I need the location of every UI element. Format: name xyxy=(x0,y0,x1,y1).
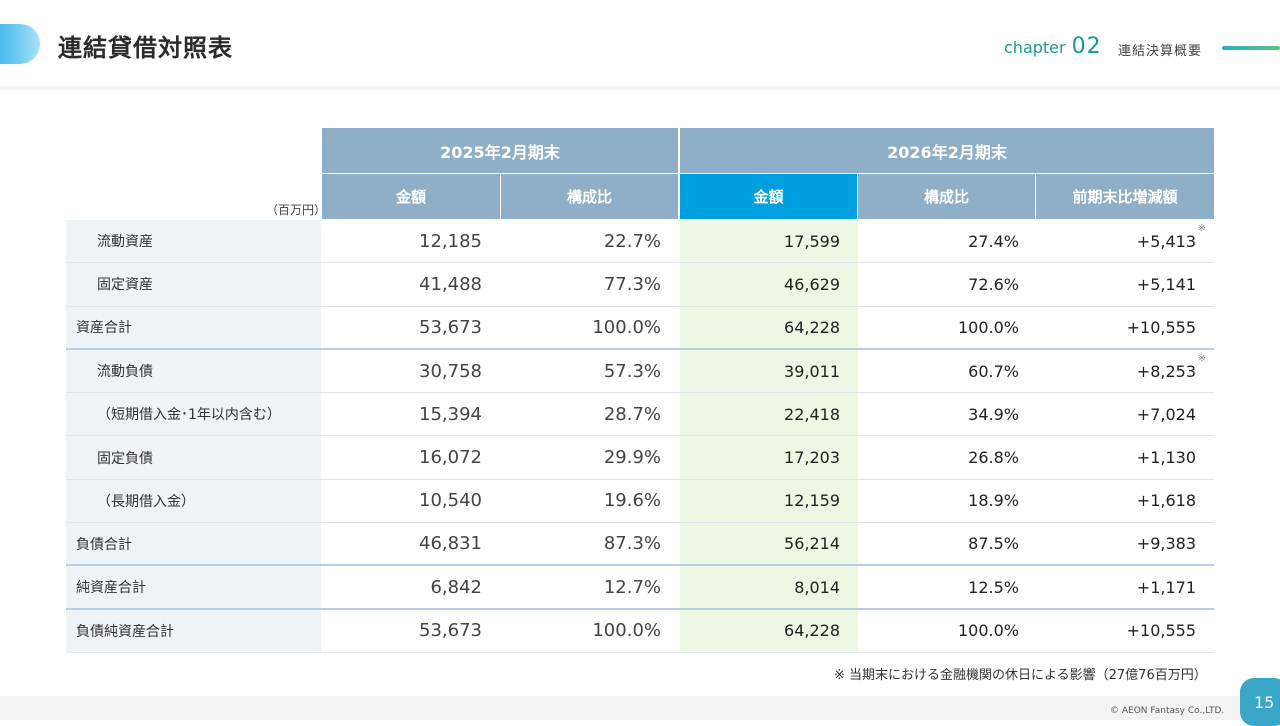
change-amount: +10,555 xyxy=(1126,317,1196,337)
table-row: （長期借入金） 10,540 19.6% 12,159 18.9% +1,618 xyxy=(66,479,1214,524)
prev-ratio: 87.3% xyxy=(603,533,661,555)
chapter-label: chapter xyxy=(1004,38,1066,57)
header-divider xyxy=(0,86,1280,90)
row-label: 流動負債 xyxy=(66,349,321,393)
prev-amount: 53,673 xyxy=(419,620,482,642)
prev-amount: 6,842 xyxy=(430,576,482,598)
page-title: 連結貸借対照表 xyxy=(58,34,233,62)
row-label: 流動資産 xyxy=(66,220,321,263)
note-mark: ※ xyxy=(1197,352,1206,364)
prev-amount: 15,394 xyxy=(419,403,482,425)
prev-ratio: 29.9% xyxy=(603,447,661,469)
prev-ratio: 19.6% xyxy=(603,490,661,512)
row-label: 資産合計 xyxy=(66,306,321,348)
copyright: © AEON Fantasy Co.,LTD. xyxy=(1110,706,1225,716)
prev-ratio: 57.3% xyxy=(603,360,661,382)
prev-amount-header: 金額 xyxy=(322,174,500,219)
curr-amount: 46,629 xyxy=(680,263,858,306)
change-amount: +5,413 ※ xyxy=(1038,220,1214,262)
curr-amount: 64,228 xyxy=(680,306,858,348)
footnote: ※ 当期末における金融機関の休日による影響（27億76百万円） xyxy=(834,668,1207,683)
change-value: +8,253 xyxy=(1136,361,1196,381)
chapter-number: 02 xyxy=(1071,34,1102,59)
section-name: 連結決算概要 xyxy=(1118,44,1203,59)
footer-band xyxy=(0,696,1280,720)
table-row: 負債合計 46,831 87.3% 56,214 87.5% +9,383 xyxy=(66,523,1214,567)
period-curr-header: 2026年2月期末 xyxy=(680,128,1214,173)
period-prev-header: 2025年2月期末 xyxy=(322,128,678,173)
curr-amount: 17,203 xyxy=(680,436,858,479)
curr-ratio: 12.5% xyxy=(968,577,1019,597)
prev-ratio: 100.0% xyxy=(592,316,661,338)
table-row: 固定資産 41,488 77.3% 46,629 72.6% +5,141 xyxy=(66,263,1214,307)
curr-ratio: 34.9% xyxy=(968,404,1019,424)
prev-ratio-header: 構成比 xyxy=(501,174,678,219)
curr-ratio: 27.4% xyxy=(968,231,1019,251)
change-value: +5,413 xyxy=(1136,231,1196,251)
page-header: 連結貸借対照表 chapter 02 連結決算概要 xyxy=(0,0,1280,88)
curr-amount: 22,418 xyxy=(680,393,858,436)
curr-ratio: 100.0% xyxy=(957,621,1019,641)
table-row: 流動資産 12,185 22.7% 17,599 27.4% +5,413 ※ xyxy=(66,220,1214,264)
curr-amount: 64,228 xyxy=(680,609,858,652)
change-amount: +8,253 ※ xyxy=(1038,350,1214,392)
change-header: 前期末比増減額 xyxy=(1036,174,1214,219)
change-amount: +1,130 xyxy=(1136,448,1196,468)
curr-ratio: 100.0% xyxy=(957,317,1019,337)
table-row: 流動負債 30,758 57.3% 39,011 60.7% +8,253 ※ xyxy=(66,349,1214,394)
row-label: 固定資産 xyxy=(66,263,321,306)
curr-amount: 12,159 xyxy=(680,479,858,523)
curr-ratio: 72.6% xyxy=(968,274,1019,294)
unit-label: （百万円） xyxy=(266,203,327,217)
curr-amount: 56,214 xyxy=(680,523,858,565)
header-accent-line xyxy=(1222,46,1280,50)
prev-ratio: 77.3% xyxy=(603,273,661,295)
prev-amount: 12,185 xyxy=(419,230,482,252)
prev-amount: 41,488 xyxy=(419,273,482,295)
page-number: 15 xyxy=(1240,678,1280,726)
prev-amount: 46,831 xyxy=(419,533,482,555)
curr-amount: 17,599 xyxy=(680,220,858,263)
row-label: 負債合計 xyxy=(66,523,321,565)
table-row: （短期借入金･1年以内含む） 15,394 28.7% 22,418 34.9%… xyxy=(66,393,1214,437)
title-accent-pill xyxy=(0,24,40,64)
balance-sheet-table: 流動資産 12,185 22.7% 17,599 27.4% +5,413 ※ 固… xyxy=(66,220,1214,653)
prev-amount: 10,540 xyxy=(419,490,482,512)
prev-amount: 30,758 xyxy=(419,360,482,382)
curr-amount: 8,014 xyxy=(680,566,858,608)
row-label: 負債純資産合計 xyxy=(66,609,321,652)
prev-amount: 53,673 xyxy=(419,316,482,338)
table-row: 負債純資産合計 53,673 100.0% 64,228 100.0% +10,… xyxy=(66,609,1214,653)
curr-ratio: 26.8% xyxy=(968,448,1019,468)
row-label: （長期借入金） xyxy=(66,479,321,523)
table-row: 資産合計 53,673 100.0% 64,228 100.0% +10,555 xyxy=(66,306,1214,350)
prev-ratio: 100.0% xyxy=(592,620,661,642)
change-amount: +9,383 xyxy=(1136,534,1196,554)
prev-amount: 16,072 xyxy=(419,447,482,469)
curr-ratio: 60.7% xyxy=(968,361,1019,381)
note-mark: ※ xyxy=(1197,223,1206,234)
curr-ratio: 87.5% xyxy=(968,534,1019,554)
table-row: 純資産合計 6,842 12.7% 8,014 12.5% +1,171 xyxy=(66,566,1214,610)
curr-amount-header: 金額 xyxy=(680,174,857,219)
prev-ratio: 12.7% xyxy=(603,576,661,598)
curr-ratio: 18.9% xyxy=(968,491,1019,511)
change-amount: +7,024 xyxy=(1136,404,1196,424)
change-amount: +1,171 xyxy=(1136,577,1196,597)
row-label: 純資産合計 xyxy=(66,566,321,608)
table-row: 固定負債 16,072 29.9% 17,203 26.8% +1,130 xyxy=(66,436,1214,480)
prev-ratio: 28.7% xyxy=(603,403,661,425)
row-label: 固定負債 xyxy=(66,436,321,479)
change-amount: +1,618 xyxy=(1136,491,1196,511)
chapter-indicator: chapter 02 xyxy=(1004,34,1102,59)
change-amount: +10,555 xyxy=(1126,621,1196,641)
change-amount: +5,141 xyxy=(1136,274,1196,294)
prev-ratio: 22.7% xyxy=(603,230,661,252)
curr-ratio-header: 構成比 xyxy=(858,174,1035,219)
row-label: （短期借入金･1年以内含む） xyxy=(66,393,321,436)
curr-amount: 39,011 xyxy=(680,349,858,393)
